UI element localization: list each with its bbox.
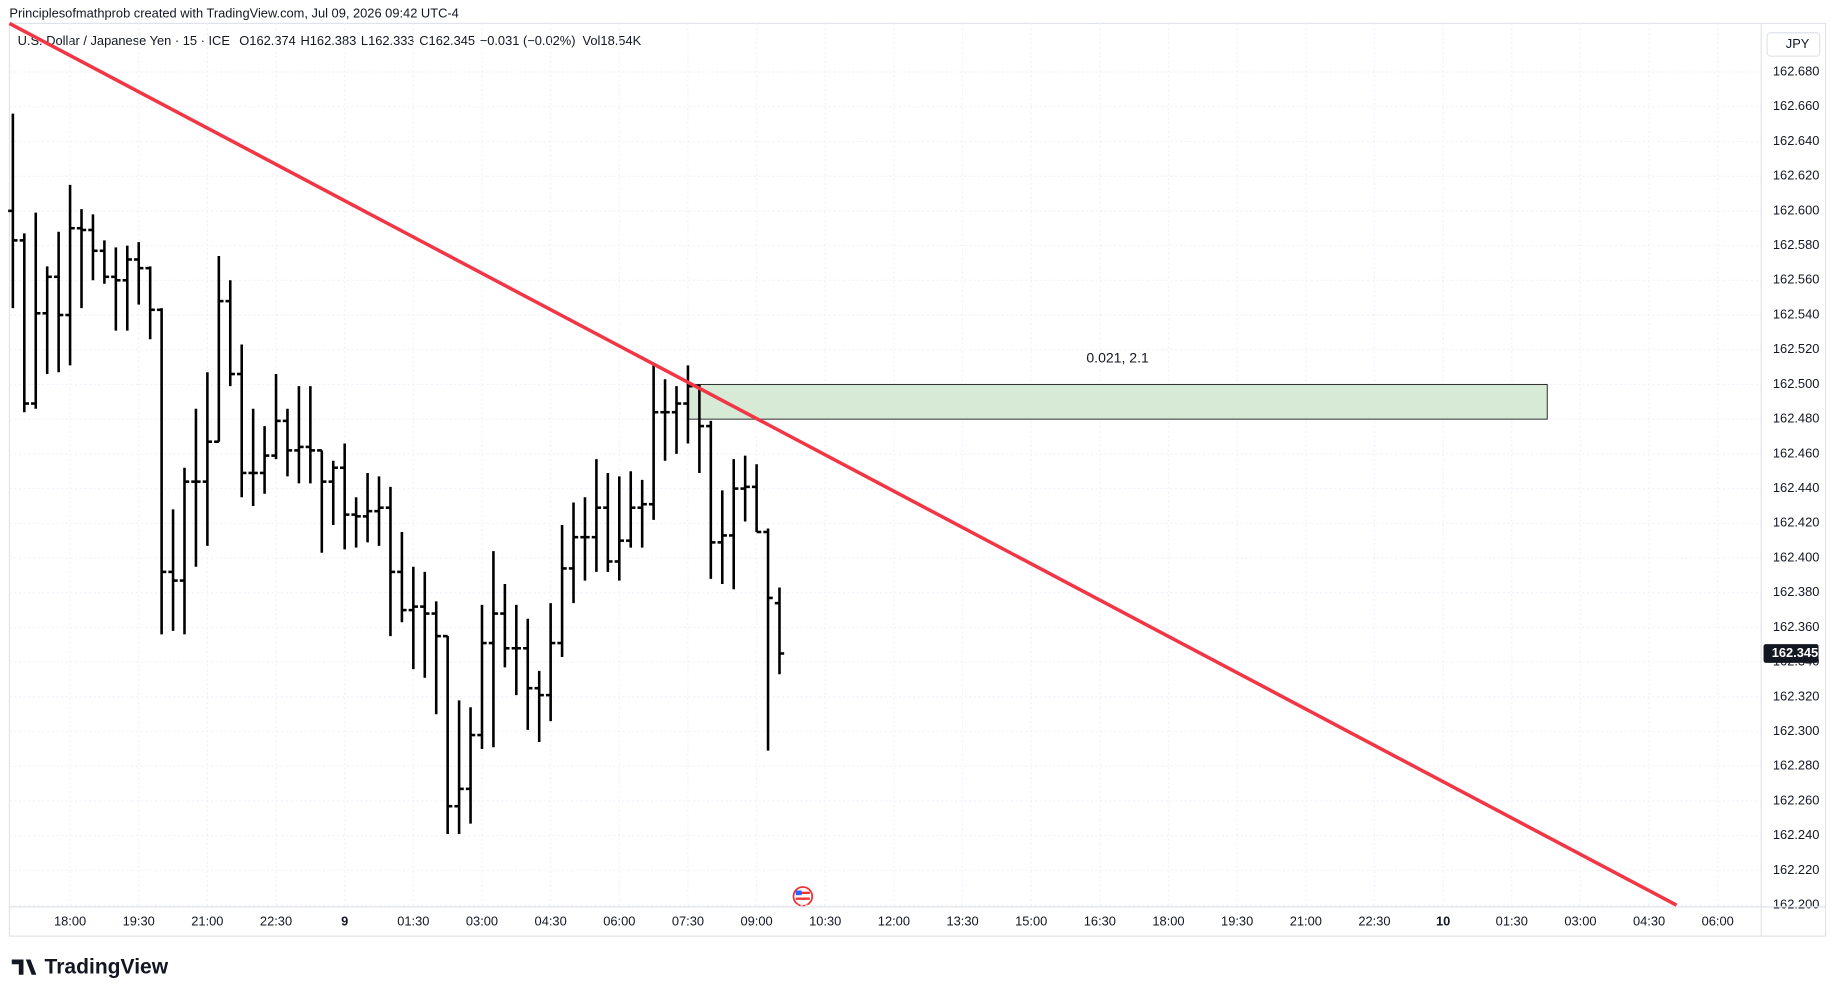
y-tick-label: 162.220 — [1773, 862, 1819, 877]
currency-label: JPY — [1786, 36, 1810, 51]
y-tick-label: 162.240 — [1773, 827, 1819, 842]
x-tick-label: 22:30 — [1358, 914, 1390, 929]
x-tick-label: 06:00 — [1702, 914, 1734, 929]
legend-volume: Vol18.54K — [583, 34, 642, 49]
y-tick-label: 162.500 — [1773, 376, 1819, 391]
y-tick-label: 162.560 — [1773, 272, 1819, 287]
legend: U.S. Dollar / Japanese Yen · 15 · ICE O16… — [18, 34, 642, 49]
y-tick-label: 162.320 — [1773, 688, 1819, 703]
y-tick-label: 162.400 — [1773, 549, 1819, 564]
trendline — [8, 21, 1678, 907]
attribution: Principlesofmathprob created with Tradin… — [9, 5, 458, 20]
x-tick-label: 09:00 — [741, 914, 773, 929]
currency-button[interactable] — [1766, 32, 1821, 57]
y-tick-label: 162.480 — [1773, 411, 1819, 426]
x-tick-label: 16:30 — [1084, 914, 1116, 929]
legend-text: U.S. Dollar / Japanese Yen · 15 · ICE O16… — [18, 34, 642, 49]
brand-name: TradingView — [45, 955, 169, 978]
y-tick-label: 162.280 — [1773, 758, 1819, 773]
y-tick-label: 162.380 — [1773, 584, 1819, 599]
x-tick-label: 18:00 — [1152, 914, 1184, 929]
x-tick-label: 9 — [341, 914, 348, 929]
y-tick-label: 162.620 — [1773, 168, 1819, 183]
x-tick-label: 18:00 — [54, 914, 86, 929]
y-tick-label: 162.540 — [1773, 306, 1819, 321]
x-tick-label: 21:00 — [191, 914, 223, 929]
y-tick-label: 162.640 — [1773, 133, 1819, 148]
price-label: 162.345 — [1772, 645, 1818, 660]
x-tick-label: 10:30 — [809, 914, 841, 929]
zone — [687, 383, 1548, 420]
x-tick-label: 03:00 — [1564, 914, 1596, 929]
x-tick-label: 04:30 — [535, 914, 567, 929]
legend-prefix: L — [361, 34, 368, 49]
legend-value: 162.383 — [310, 34, 356, 49]
legend-value: 162.345 — [429, 34, 475, 49]
x-tick-label: 07:30 — [672, 914, 704, 929]
x-tick-label: 21:00 — [1290, 914, 1322, 929]
y-tick-label: 162.440 — [1773, 480, 1819, 495]
brand-logo: TradingView — [11, 955, 169, 978]
x-tick-label: 13:30 — [946, 914, 978, 929]
x-tick-label: 12:00 — [878, 914, 910, 929]
y-tick-label: 162.520 — [1773, 341, 1819, 356]
x-tick-label: 01:30 — [1496, 914, 1528, 929]
x-tick-label: 03:00 — [466, 914, 498, 929]
legend-prefix: C — [419, 34, 428, 49]
y-tick-label: 162.420 — [1773, 515, 1819, 530]
legend-value: 162.333 — [368, 34, 414, 49]
y-tick-label: 162.260 — [1773, 792, 1819, 807]
y-tick-label: 162.360 — [1773, 619, 1819, 634]
legend-prefix: H — [300, 34, 309, 49]
y-tick-label: 162.200 — [1773, 897, 1819, 912]
x-tick-label: 10 — [1436, 914, 1450, 929]
x-tick-label: 19:30 — [1221, 914, 1253, 929]
chart-frame — [8, 22, 1827, 937]
y-tick-label: 162.460 — [1773, 445, 1819, 460]
x-tick-label: 04:30 — [1633, 914, 1665, 929]
x-tick-label: 01:30 — [397, 914, 429, 929]
legend-prefix: O — [239, 34, 249, 49]
x-tick-label: 15:00 — [1015, 914, 1047, 929]
x-tick-label: 19:30 — [123, 914, 155, 929]
y-tick-label: 162.660 — [1773, 98, 1819, 113]
x-tick-label: 22:30 — [260, 914, 292, 929]
zone-label: 0.021, 2.1 — [1086, 349, 1149, 365]
y-tick-label: 162.680 — [1773, 63, 1819, 78]
y-tick-label: 162.600 — [1773, 202, 1819, 217]
price-label-bg — [1763, 644, 1819, 663]
symbol: U.S. Dollar / Japanese Yen · 15 · ICE — [18, 34, 231, 49]
x-tick-label: 06:00 — [603, 914, 635, 929]
legend-value: 162.374 — [249, 34, 295, 49]
legend-change: −0.031 (−0.02%) — [480, 34, 576, 49]
y-tick-label: 162.580 — [1773, 237, 1819, 252]
y-tick-label: 162.300 — [1773, 723, 1819, 738]
event-icon[interactable] — [792, 886, 814, 907]
